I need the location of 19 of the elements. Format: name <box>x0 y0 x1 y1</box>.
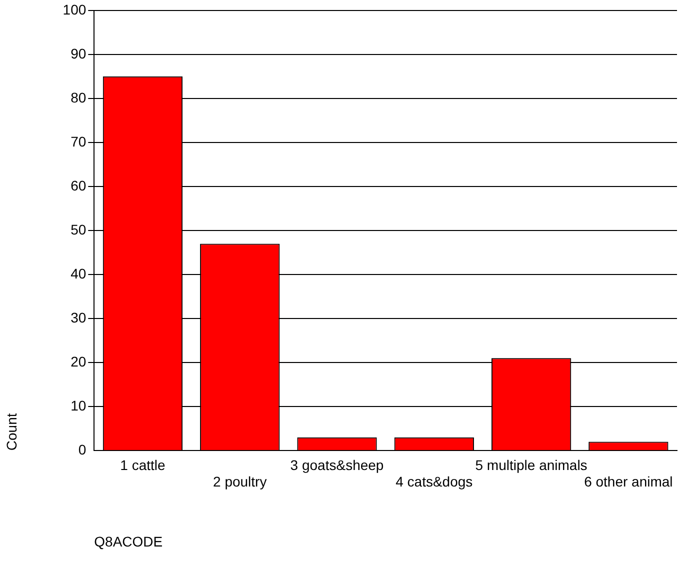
x-tick-label: 5 multiple animals <box>475 456 588 473</box>
x-tick-label: 3 goats&sheep <box>290 456 384 473</box>
y-tick-label: 70 <box>70 133 86 150</box>
x-tick-label: 4 cats&dogs <box>396 474 473 490</box>
y-axis-title: Count <box>3 413 20 451</box>
x-axis-title: Q8ACODE <box>94 533 163 550</box>
x-tick-label: 1 cattle <box>120 456 166 473</box>
x-tick-label: 6 other animal <box>584 474 673 490</box>
y-tick-label: 60 <box>70 177 86 194</box>
x-tick-label: 2 poultry <box>213 474 267 490</box>
y-tick-label: 80 <box>70 89 86 106</box>
y-tick-label: 10 <box>70 397 86 414</box>
y-tick-label: 100 <box>62 1 86 18</box>
y-tick-label: 30 <box>70 309 86 326</box>
y-tick-label: 50 <box>70 221 86 238</box>
y-tick-label: 90 <box>70 45 86 62</box>
y-tick-label: 40 <box>70 265 86 282</box>
y-tick-label: 20 <box>70 353 86 370</box>
y-tick-label: 0 <box>78 441 86 458</box>
